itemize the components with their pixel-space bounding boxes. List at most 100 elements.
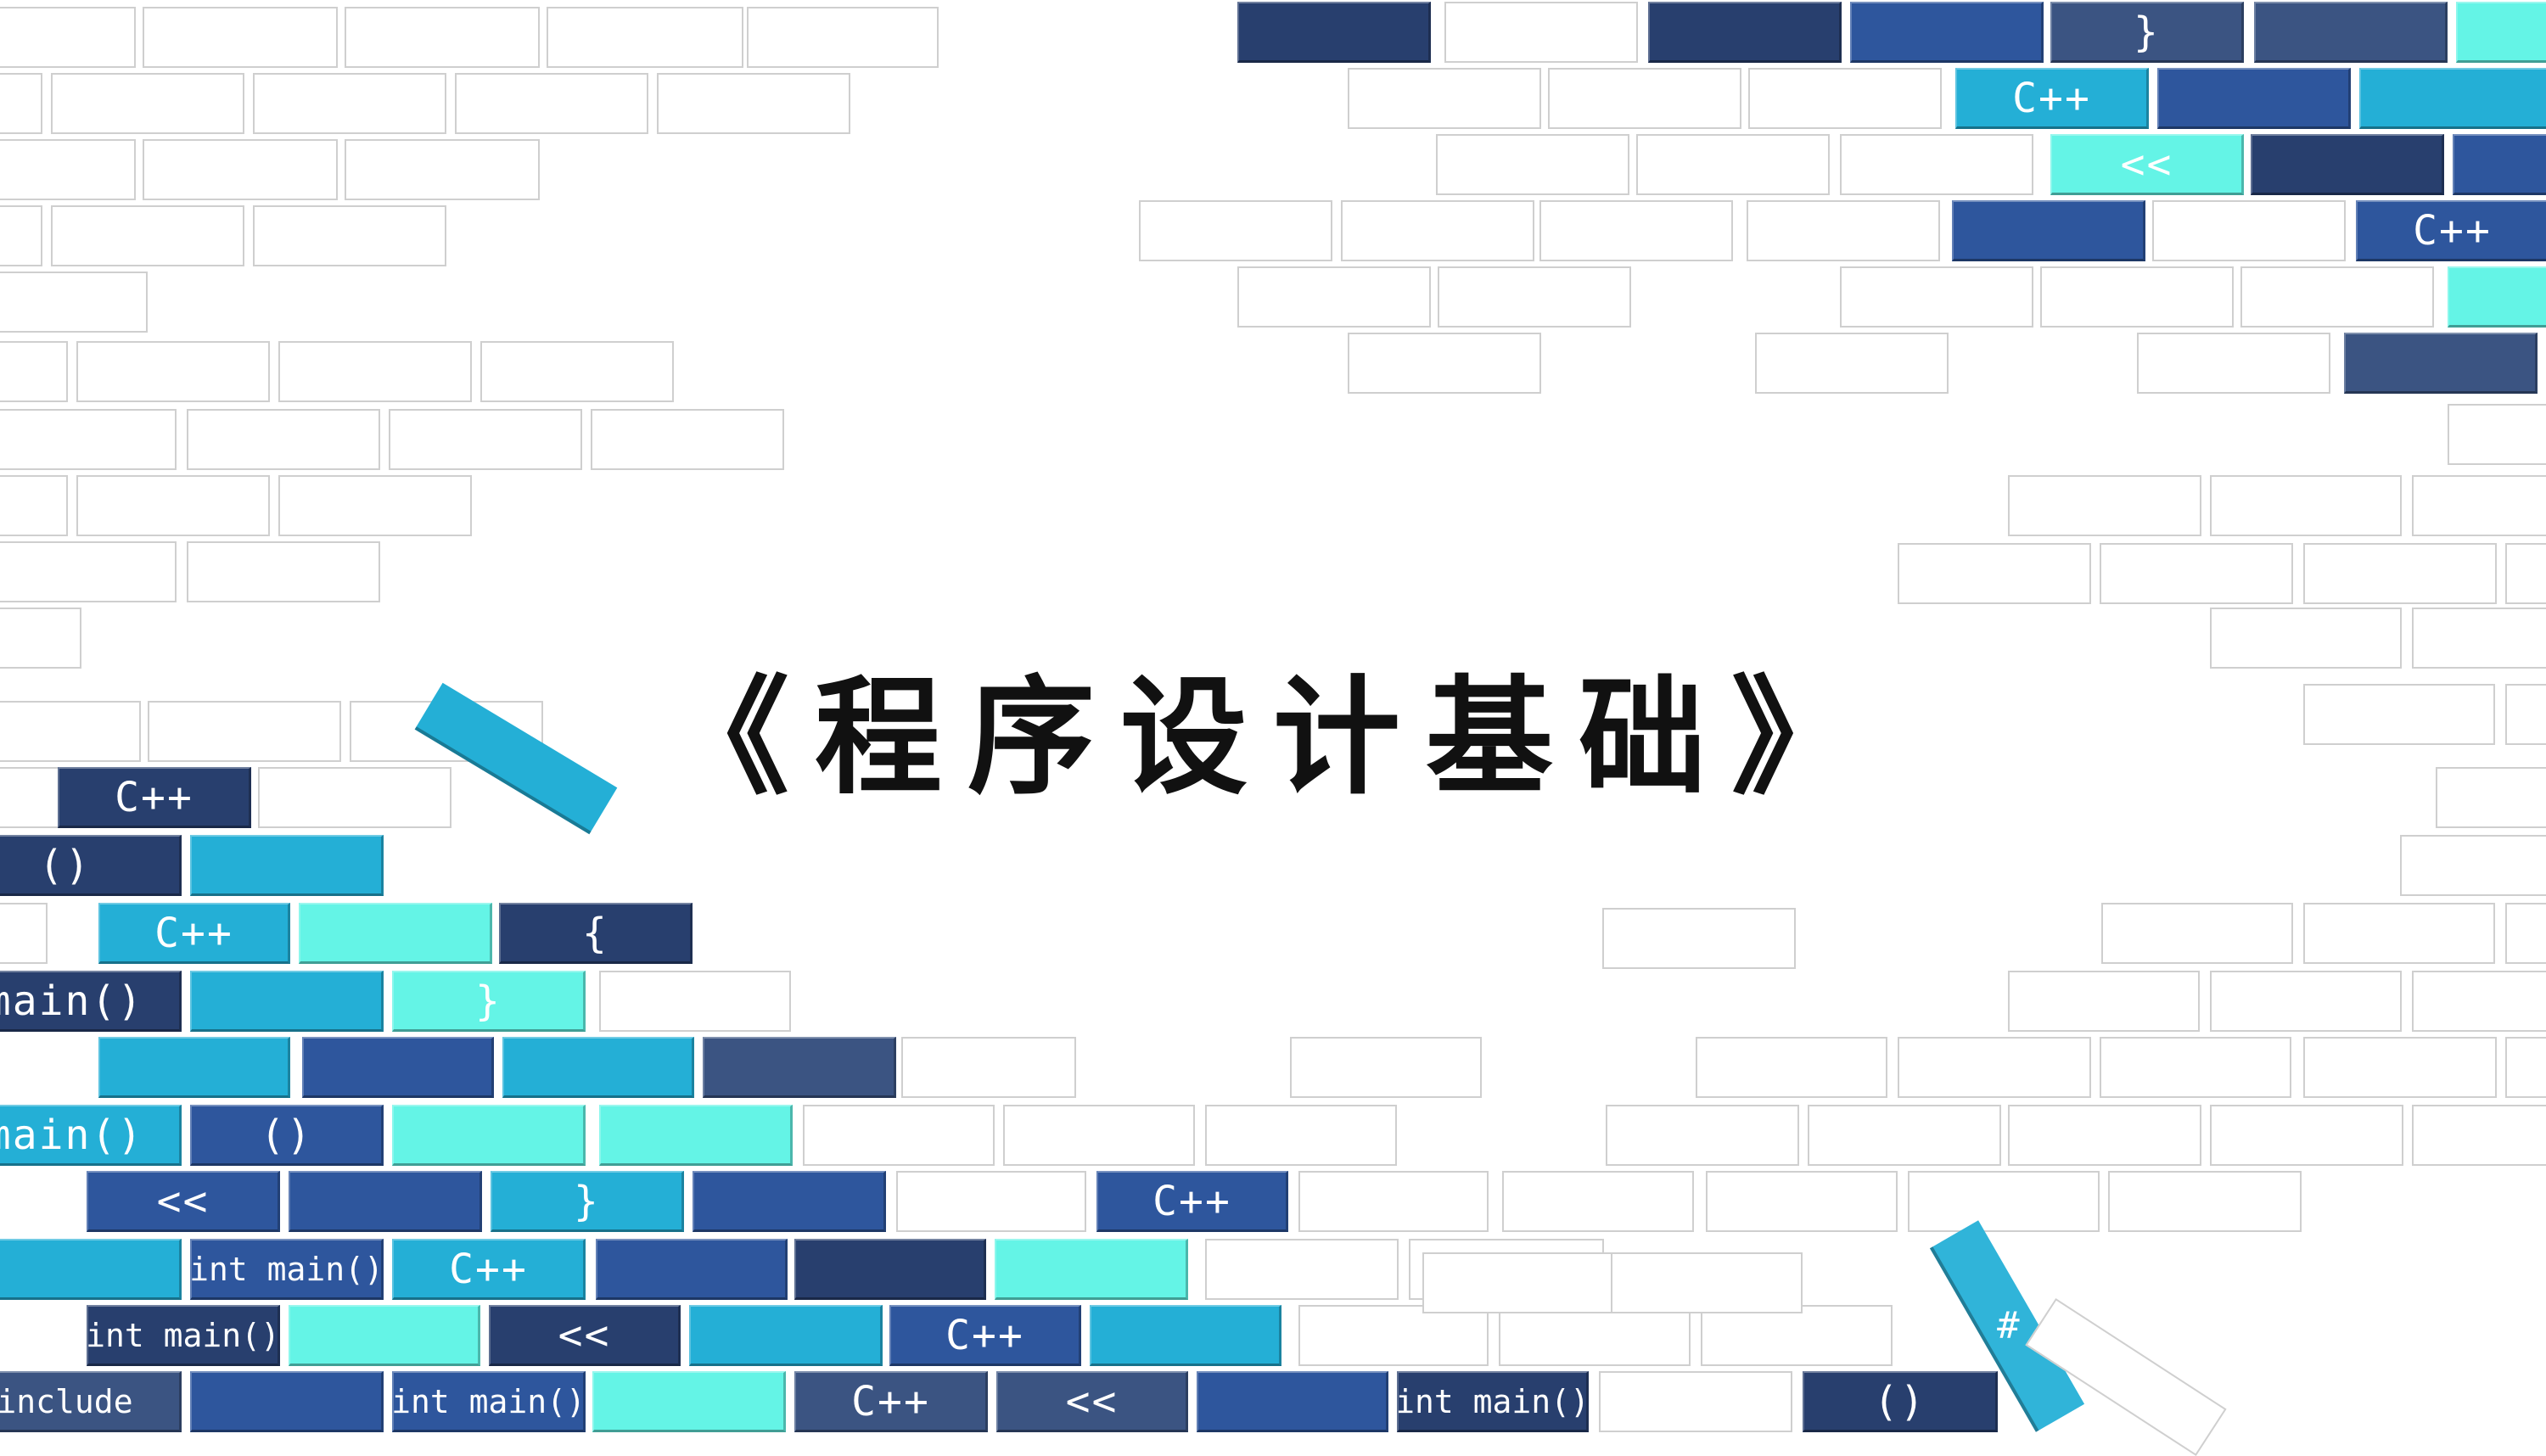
outline-brick bbox=[2100, 1037, 2291, 1098]
outline-brick bbox=[1502, 1171, 1694, 1232]
outline-brick bbox=[2412, 971, 2546, 1032]
code-brick-parens: () bbox=[1803, 1371, 1998, 1432]
code-brick-shift: << bbox=[2050, 134, 2244, 195]
brick-label: C++ bbox=[1152, 1177, 1231, 1225]
colored-brick bbox=[1197, 1371, 1388, 1432]
code-brick-shift: << bbox=[996, 1371, 1188, 1432]
colored-brick bbox=[592, 1371, 786, 1432]
outline-brick bbox=[1422, 1252, 1614, 1313]
colored-brick bbox=[190, 1371, 384, 1432]
colored-brick bbox=[302, 1037, 494, 1098]
colored-brick bbox=[596, 1239, 788, 1300]
outline-brick bbox=[0, 272, 148, 333]
outline-brick bbox=[2100, 543, 2293, 604]
outline-brick bbox=[1898, 543, 2091, 604]
outline-brick bbox=[1808, 1105, 2001, 1166]
brick-label: C++ bbox=[945, 1311, 1024, 1359]
colored-brick bbox=[2359, 68, 2546, 129]
code-brick-main: main() bbox=[0, 971, 182, 1032]
colored-brick bbox=[2251, 134, 2444, 195]
outline-brick bbox=[1755, 333, 1949, 394]
outline-brick bbox=[2505, 543, 2546, 604]
outline-brick bbox=[2101, 903, 2293, 964]
outline-brick bbox=[1908, 1171, 2100, 1232]
code-brick-int-main: int main() bbox=[1397, 1371, 1589, 1432]
outline-brick bbox=[2008, 971, 2200, 1032]
brick-label: int main() bbox=[1397, 1382, 1589, 1420]
outline-brick bbox=[0, 903, 48, 964]
colored-brick bbox=[1090, 1305, 1281, 1366]
colored-brick bbox=[689, 1305, 883, 1366]
brick-label: } bbox=[2134, 8, 2160, 56]
outline-brick bbox=[2303, 1037, 2497, 1098]
outline-brick bbox=[2412, 475, 2546, 536]
colored-brick bbox=[1237, 2, 1431, 63]
colored-brick bbox=[502, 1037, 694, 1098]
outline-brick bbox=[591, 409, 784, 470]
outline-brick bbox=[2210, 1105, 2403, 1166]
outline-brick bbox=[1298, 1171, 1489, 1232]
outline-brick bbox=[2152, 200, 2346, 261]
outline-brick bbox=[480, 341, 674, 402]
outline-brick bbox=[2412, 1105, 2546, 1166]
code-brick-include: include bbox=[0, 1371, 182, 1432]
outline-brick bbox=[0, 475, 68, 536]
colored-brick bbox=[599, 1105, 793, 1166]
brick-label: main() bbox=[0, 1111, 144, 1159]
outline-brick bbox=[51, 73, 244, 134]
outline-brick bbox=[1636, 134, 1830, 195]
outline-brick bbox=[2108, 1171, 2302, 1232]
outline-brick bbox=[1606, 1105, 1799, 1166]
code-brick-cpp: C++ bbox=[98, 903, 290, 964]
outline-brick bbox=[803, 1105, 995, 1166]
colored-brick bbox=[693, 1171, 886, 1232]
outline-brick bbox=[51, 205, 244, 266]
outline-brick bbox=[2400, 835, 2546, 896]
outline-brick bbox=[2412, 608, 2546, 669]
code-brick-int-main: int main() bbox=[392, 1371, 586, 1432]
code-brick-int-main: int main() bbox=[190, 1239, 384, 1300]
outline-brick bbox=[1611, 1252, 1803, 1313]
outline-brick bbox=[2240, 266, 2434, 328]
outline-brick bbox=[1898, 1037, 2091, 1098]
colored-brick bbox=[703, 1037, 896, 1098]
brick-label: C++ bbox=[851, 1377, 930, 1425]
outline-brick bbox=[547, 7, 743, 68]
outline-brick bbox=[0, 541, 177, 602]
brick-label: C++ bbox=[2012, 74, 2091, 122]
outline-brick bbox=[1341, 200, 1534, 261]
brick-label: << bbox=[2120, 140, 2173, 188]
colored-brick bbox=[98, 1037, 290, 1098]
colored-brick bbox=[1648, 2, 1842, 63]
outline-brick bbox=[896, 1171, 1086, 1232]
outline-brick bbox=[2008, 475, 2201, 536]
brick-label: C++ bbox=[154, 909, 233, 957]
outline-brick bbox=[1840, 134, 2033, 195]
outline-brick bbox=[1602, 908, 1796, 969]
outline-brick bbox=[1706, 1171, 1898, 1232]
page-title: 《程序设计基础》 bbox=[661, 664, 1884, 812]
colored-brick bbox=[0, 1239, 182, 1300]
code-brick-cpp: C++ bbox=[889, 1305, 1081, 1366]
outline-brick bbox=[1290, 1037, 1482, 1098]
brick-label: } bbox=[475, 977, 502, 1025]
code-brick-shift: << bbox=[87, 1171, 280, 1232]
outline-brick bbox=[2505, 684, 2546, 745]
outline-brick bbox=[345, 139, 540, 200]
outline-brick bbox=[187, 541, 380, 602]
outline-brick bbox=[2303, 903, 2495, 964]
outline-brick bbox=[1539, 200, 1733, 261]
colored-brick bbox=[2157, 68, 2351, 129]
outline-brick bbox=[0, 701, 141, 762]
colored-brick bbox=[289, 1171, 482, 1232]
outline-brick bbox=[2210, 608, 2402, 669]
outline-brick bbox=[0, 73, 42, 134]
brick-label: int main() bbox=[190, 1250, 384, 1288]
outline-brick bbox=[76, 475, 270, 536]
code-brick-cpp: C++ bbox=[392, 1239, 586, 1300]
code-brick-main: main() bbox=[0, 1105, 182, 1166]
code-brick-cpp: C++ bbox=[1096, 1171, 1288, 1232]
outline-brick bbox=[1747, 200, 1940, 261]
colored-brick bbox=[289, 1305, 480, 1366]
colored-brick bbox=[2453, 134, 2546, 195]
